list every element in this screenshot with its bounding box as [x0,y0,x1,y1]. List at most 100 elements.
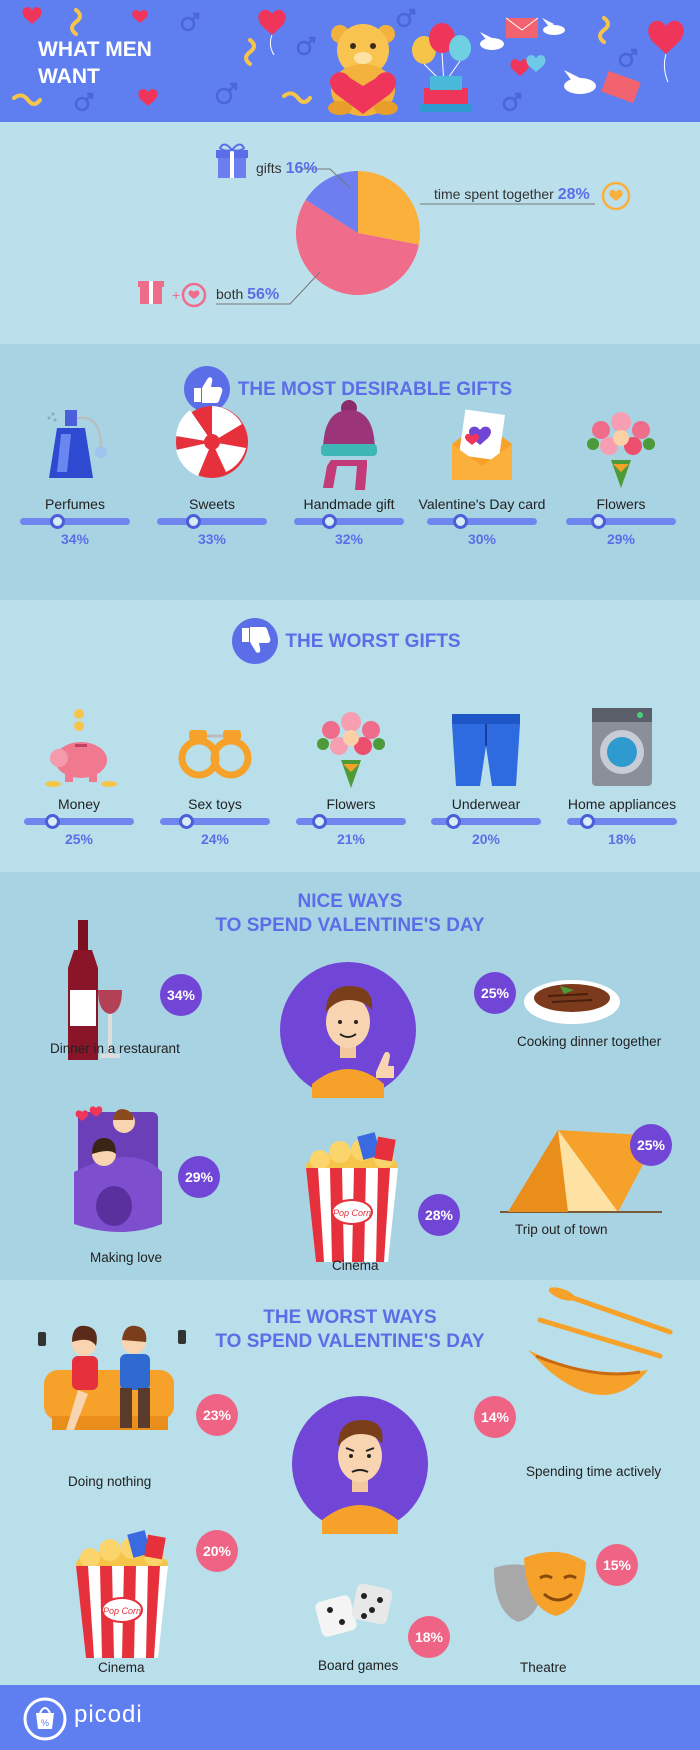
gift-percent: 32% [334,531,364,547]
piggy-bank-icon [14,700,144,792]
badge-theatre: 15% [596,1544,638,1586]
gift-name: Perfumes [45,496,105,512]
gift-bar [427,514,537,529]
badge-trip: 25% [630,1124,672,1166]
kayak-icon [528,1287,673,1395]
gift-bar [296,814,406,829]
gift-item: Handmade gift 32% [284,400,414,547]
theatre-masks-icon [494,1551,586,1622]
dice-icon [315,1583,393,1637]
desirable-title: THE MOST DESIRABLE GIFTS [237,379,513,400]
thumbs-up-icon [184,366,230,412]
gift-percent: 25% [64,831,94,847]
pie-chart: + [138,143,631,308]
gift-percent: 21% [336,831,366,847]
worst-ways-illustrations: Pop Corn [38,1287,673,1658]
balloons-gift-icon [412,23,472,112]
gift-bar-knob [50,514,65,529]
page-title: WHAT MEN WANT [38,38,152,88]
worst-ways-title-line2: TO SPEND VALENTINE'S DAY [215,1331,485,1352]
gift-bar-knob [186,514,201,529]
heart-icon [22,7,42,24]
gift-item: Money 25% [14,700,144,847]
label-doing-nothing: Doing nothing [68,1474,152,1489]
label-cinema-worst: Cinema [98,1660,145,1675]
svg-text:+: + [172,287,180,303]
heart-balloon-icon [258,9,684,83]
gift-bar-knob [591,514,606,529]
badge-cinema: 28% [418,1194,460,1236]
badge-cinema-worst: 20% [196,1530,238,1572]
label-cinema: Cinema [332,1258,379,1273]
bouquet-icon [556,400,686,492]
teddy-bear-icon [328,24,398,116]
footer-brand: picodi [74,1701,143,1728]
header-banner: WHAT MEN WANT [0,0,700,122]
popcorn-label: Pop Corn [333,1208,371,1218]
gift-bar [294,514,404,529]
gift-name: Flowers [326,796,376,812]
label-theatre: Theatre [520,1660,567,1675]
pie-label-time: time spent together 28% [434,186,590,203]
envelope-icon [505,17,641,104]
gift-plus-heart-icon: + [138,281,207,308]
happy-man-icon [280,962,416,1098]
gift-item: Home appliances 18% [557,700,687,847]
gift-item: Sex toys 24% [150,700,280,847]
heart-balloon-icon [510,55,546,76]
nice-ways-title-line2: TO SPEND VALENTINE'S DAY [215,915,485,936]
badge-making-love: 29% [178,1156,220,1198]
pie-section: + gifts 16% time spent together 28% both… [0,122,700,344]
badge-doing-nothing: 23% [196,1394,238,1436]
popcorn-label: Pop Corn [103,1606,141,1616]
gift-name: Handmade gift [303,496,395,512]
couch-couple-icon [38,1325,186,1430]
handcuffs-icon [150,700,280,792]
gift-percent: 30% [467,531,497,547]
gift-item: Valentine's Day card 30% [417,400,547,547]
gift-percent: 34% [60,531,90,547]
gift-bar [431,814,541,829]
bouquet-icon [286,700,416,792]
gift-box-icon [216,143,248,178]
label-cooking-dinner: Cooking dinner together [517,1034,662,1049]
gift-name: Sweets [189,496,235,512]
label-spending-actively: Spending time actively [526,1464,662,1479]
gift-bar-knob [322,514,337,529]
gift-percent: 29% [606,531,636,547]
gift-bar [24,814,134,829]
pie-leader-line [216,271,321,305]
gift-item: Underwear 20% [421,700,551,847]
gift-bar-knob [453,514,468,529]
badge-dinner-restaurant: 34% [160,974,202,1016]
pie-slice [305,171,358,233]
footer: % picodi [0,1685,700,1750]
male-symbol-icon [74,8,638,112]
heart-clock-icon [601,181,631,211]
heart-icon [132,9,148,23]
badge-spending-actively: 14% [474,1396,516,1438]
knitted-hat-icon [284,400,414,492]
steak-icon [524,980,620,1024]
label-making-love: Making love [90,1250,163,1265]
worst-gifts-section: THE WORST GIFTS Money 25% Sex toys 24% Flowe… [0,600,700,872]
picodi-logo-icon: % [23,1697,67,1741]
worst-ways-section: THE WORST WAYS TO SPEND VALENTINE'S DAY [0,1280,700,1685]
badge-cooking-dinner: 25% [474,972,516,1014]
thumbs-down-icon [232,618,278,664]
gift-item: Flowers 21% [286,700,416,847]
label-trip: Trip out of town [515,1222,608,1237]
header-decorations [12,7,684,116]
gift-percent: 33% [197,531,227,547]
popcorn-icon [76,1530,168,1658]
lollipop-icon [147,400,277,492]
gift-bar-knob [580,814,595,829]
gift-name: Money [57,796,101,812]
gift-item: Perfumes 34% [10,400,140,547]
washing-machine-icon [557,700,687,792]
nice-ways-section: NICE WAYS TO SPEND VALENTINE'S DAY [0,872,700,1280]
wine-icon [68,920,122,1060]
grumpy-man-icon [292,1396,428,1534]
gift-percent: 24% [200,831,230,847]
gift-bar-knob [179,814,194,829]
